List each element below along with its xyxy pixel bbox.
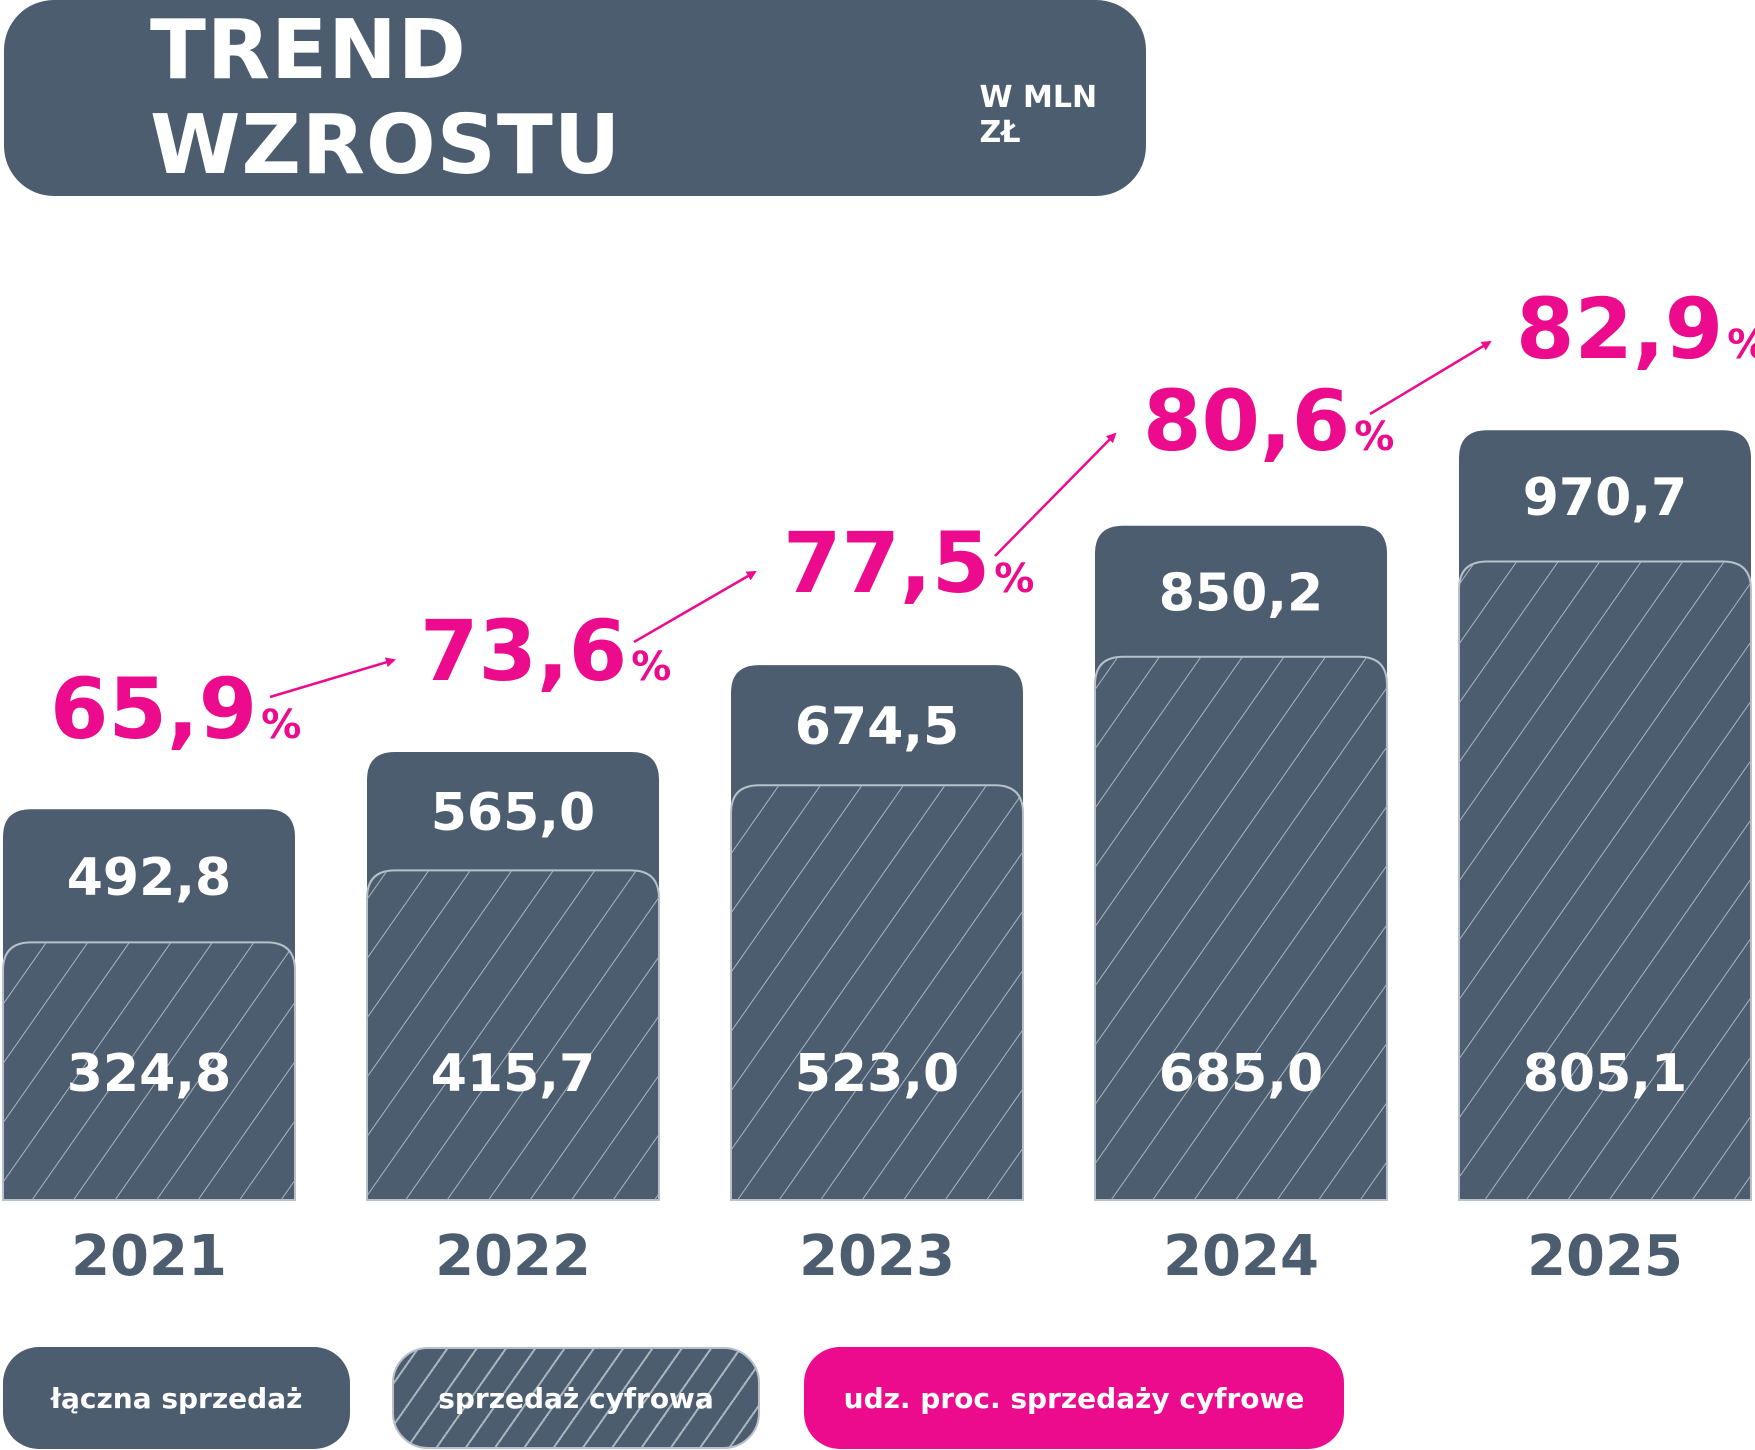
bar-digital-hatch-2025 — [1459, 561, 1751, 1200]
value-digital-2022: 415,7 — [431, 1044, 595, 1104]
chart-unit: W MLN ZŁ — [979, 80, 1098, 150]
share-unit-2024: % — [1354, 414, 1394, 460]
share-label-2023: 77,5% — [783, 514, 1034, 612]
year-label-2025: 2025 — [1527, 1224, 1683, 1289]
year-label-2024: 2024 — [1163, 1224, 1319, 1289]
share-layer: 65,9%73,6%77,5%80,6%82,9% — [50, 280, 1755, 758]
value-total-2023: 674,5 — [795, 697, 959, 757]
share-value-2022: 73,6 — [420, 602, 627, 700]
labels-layer: 492,8 324,8 2021 565,0 415,7 2022 674,5 523,0 20… — [67, 468, 1687, 1289]
value-digital-2025: 805,1 — [1523, 1044, 1687, 1104]
legend-total-label: łączna sprzedaż — [50, 1381, 303, 1415]
value-total-2021: 492,8 — [67, 848, 231, 908]
share-unit-2022: % — [631, 644, 671, 690]
legend-digital-sales: sprzedaż cyfrowa — [392, 1347, 760, 1449]
value-digital-2023: 523,0 — [795, 1044, 959, 1104]
legend-digital-label: sprzedaż cyfrowa — [438, 1381, 714, 1415]
bar-digital-hatch-2022 — [367, 870, 659, 1200]
legend-share-label: udz. proc. sprzedaży cyfrowe — [843, 1381, 1305, 1415]
value-total-2022: 565,0 — [431, 783, 595, 843]
title-banner: TREND WZROSTU W MLN ZŁ — [4, 0, 1146, 196]
share-value-2021: 65,9 — [50, 660, 257, 758]
bars-layer — [2, 430, 1752, 1201]
value-total-2024: 850,2 — [1159, 563, 1323, 623]
year-label-2023: 2023 — [799, 1224, 955, 1289]
share-value-2025: 82,9 — [1516, 280, 1723, 378]
share-label-2022: 73,6% — [420, 602, 671, 700]
share-value-2023: 77,5 — [783, 514, 990, 612]
bar-digital-hatch-2024 — [1095, 656, 1387, 1200]
trend-arrow-2 — [633, 570, 757, 644]
value-digital-2024: 685,0 — [1159, 1044, 1323, 1104]
bar-digital-hatch-2023 — [731, 785, 1023, 1200]
legend-total-sales: łączna sprzedaż — [3, 1347, 350, 1449]
share-unit-2021: % — [261, 702, 301, 748]
chart-title: TREND WZROSTU — [150, 3, 622, 193]
year-label-2021: 2021 — [71, 1224, 227, 1289]
value-total-2025: 970,7 — [1523, 468, 1687, 528]
share-label-2024: 80,6% — [1143, 372, 1394, 470]
value-digital-2021: 324,8 — [67, 1044, 231, 1104]
trend-arrow-1 — [269, 657, 396, 699]
legend-digital-share: udz. proc. sprzedaży cyfrowe — [804, 1347, 1344, 1449]
share-label-2021: 65,9% — [50, 660, 301, 758]
bar-digital-hatch-2021 — [3, 942, 295, 1200]
year-label-2022: 2022 — [435, 1224, 591, 1289]
share-unit-2023: % — [994, 556, 1034, 602]
share-label-2025: 82,9% — [1516, 280, 1755, 378]
share-unit-2025: % — [1727, 322, 1755, 368]
trend-arrow-4 — [1369, 340, 1492, 416]
trend-arrow-3 — [994, 432, 1117, 557]
share-value-2024: 80,6 — [1143, 372, 1350, 470]
